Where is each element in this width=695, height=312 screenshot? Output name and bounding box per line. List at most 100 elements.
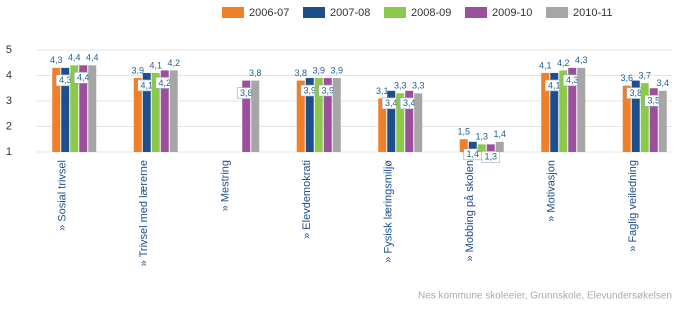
y-tick-label: 1 bbox=[6, 146, 12, 158]
bar bbox=[242, 80, 251, 152]
value-label: 3,3 bbox=[394, 81, 407, 91]
value-label: 3,9 bbox=[303, 85, 316, 95]
bar bbox=[160, 70, 169, 152]
value-label: 4,1 bbox=[149, 60, 162, 70]
category-link[interactable]: » Mobbing på skolen bbox=[464, 160, 476, 262]
bar bbox=[332, 78, 341, 152]
bar bbox=[649, 88, 658, 152]
bar bbox=[142, 72, 151, 152]
value-label: 3,8 bbox=[294, 68, 307, 78]
value-label: 3,4 bbox=[403, 98, 416, 108]
bar bbox=[640, 83, 649, 152]
category-link[interactable]: » Trivsel med lærerne bbox=[138, 160, 150, 266]
bar bbox=[88, 65, 97, 152]
category-link[interactable]: » Faglig veiledning bbox=[627, 160, 639, 252]
value-label: 4,3 bbox=[59, 75, 72, 85]
y-tick-label: 5 bbox=[6, 44, 12, 56]
bar bbox=[541, 72, 550, 152]
value-label: 3,8 bbox=[249, 68, 262, 78]
y-tick-label: 3 bbox=[6, 95, 12, 107]
category-link[interactable]: » Sosial trivsel bbox=[57, 160, 69, 231]
value-label: 1,5 bbox=[457, 127, 470, 137]
bar bbox=[405, 90, 414, 152]
category-link[interactable]: » Motivasjon bbox=[546, 160, 558, 222]
bar bbox=[414, 93, 423, 152]
value-label: 4,4 bbox=[86, 53, 99, 63]
value-label: 3,8 bbox=[629, 88, 642, 98]
y-tick-label: 4 bbox=[6, 69, 12, 81]
bar bbox=[559, 70, 568, 152]
value-label: 3,9 bbox=[321, 85, 334, 95]
legend-label: 2007-08 bbox=[330, 7, 370, 19]
bar bbox=[151, 72, 160, 152]
value-label: 3,5 bbox=[647, 96, 660, 106]
value-label: 4,4 bbox=[77, 73, 90, 83]
value-label: 3,3 bbox=[412, 81, 425, 91]
bar bbox=[631, 80, 640, 152]
value-label: 4,2 bbox=[158, 78, 171, 88]
legend-label: 2006-07 bbox=[249, 7, 289, 19]
bar bbox=[396, 93, 405, 152]
bar bbox=[52, 67, 61, 152]
legend-swatch bbox=[384, 7, 406, 18]
legend-swatch bbox=[465, 7, 487, 18]
bar bbox=[70, 65, 79, 152]
value-label: 1,4 bbox=[493, 129, 506, 139]
bar bbox=[305, 78, 314, 152]
value-label: 4,1 bbox=[539, 60, 552, 70]
value-label: 3,9 bbox=[330, 65, 343, 75]
bar bbox=[314, 78, 323, 152]
value-label: 4,1 bbox=[140, 80, 153, 90]
value-label: 4,4 bbox=[68, 53, 81, 63]
value-label: 4,2 bbox=[167, 58, 180, 68]
legend-swatch bbox=[222, 7, 244, 18]
value-label: 4,3 bbox=[575, 55, 588, 65]
bar bbox=[486, 144, 495, 152]
bar bbox=[387, 90, 396, 152]
value-label: 3,9 bbox=[312, 65, 325, 75]
bar bbox=[577, 67, 586, 152]
bar bbox=[658, 90, 667, 152]
bar bbox=[459, 139, 468, 152]
value-label: 4,3 bbox=[50, 55, 63, 65]
legend-label: 2010-11 bbox=[573, 7, 613, 19]
value-label: 3,8 bbox=[240, 88, 253, 98]
value-label: 4,2 bbox=[557, 58, 570, 68]
bar bbox=[61, 67, 70, 152]
bar bbox=[169, 70, 178, 152]
legend-swatch bbox=[546, 7, 568, 18]
y-tick-label: 2 bbox=[6, 120, 12, 132]
legend-label: 2009-10 bbox=[492, 7, 532, 19]
bar bbox=[568, 67, 577, 152]
value-label: 3,4 bbox=[385, 98, 398, 108]
value-label: 3,7 bbox=[638, 71, 651, 81]
bar bbox=[622, 85, 631, 152]
bar bbox=[550, 72, 559, 152]
bar bbox=[378, 98, 387, 152]
bar bbox=[477, 144, 486, 152]
value-label: 1,3 bbox=[484, 152, 497, 162]
bar bbox=[296, 80, 305, 152]
bar bbox=[79, 65, 88, 152]
bar bbox=[323, 78, 332, 152]
value-label: 4,1 bbox=[548, 80, 561, 90]
value-label: 3,6 bbox=[620, 73, 633, 83]
bar bbox=[468, 141, 477, 152]
value-label: 1,4 bbox=[466, 149, 479, 159]
legend-swatch bbox=[303, 7, 325, 18]
legend-label: 2008-09 bbox=[411, 7, 451, 19]
value-label: 1,3 bbox=[475, 132, 488, 142]
bar bbox=[133, 78, 142, 152]
value-label: 3,4 bbox=[656, 78, 669, 88]
category-link[interactable]: » Mestring bbox=[220, 160, 232, 211]
value-label: 4,3 bbox=[566, 75, 579, 85]
bar bbox=[495, 141, 504, 152]
category-link[interactable]: » Elevdemokrati bbox=[301, 160, 313, 239]
source: Nes kommune skoleeier, Grunnskole, Elevu… bbox=[418, 291, 672, 302]
value-label-box bbox=[481, 151, 501, 163]
value-label: 3,1 bbox=[376, 86, 389, 96]
bar bbox=[251, 80, 260, 152]
category-link[interactable]: » Fysisk læringsmiljø bbox=[383, 160, 395, 263]
value-label: 3,9 bbox=[131, 65, 144, 75]
